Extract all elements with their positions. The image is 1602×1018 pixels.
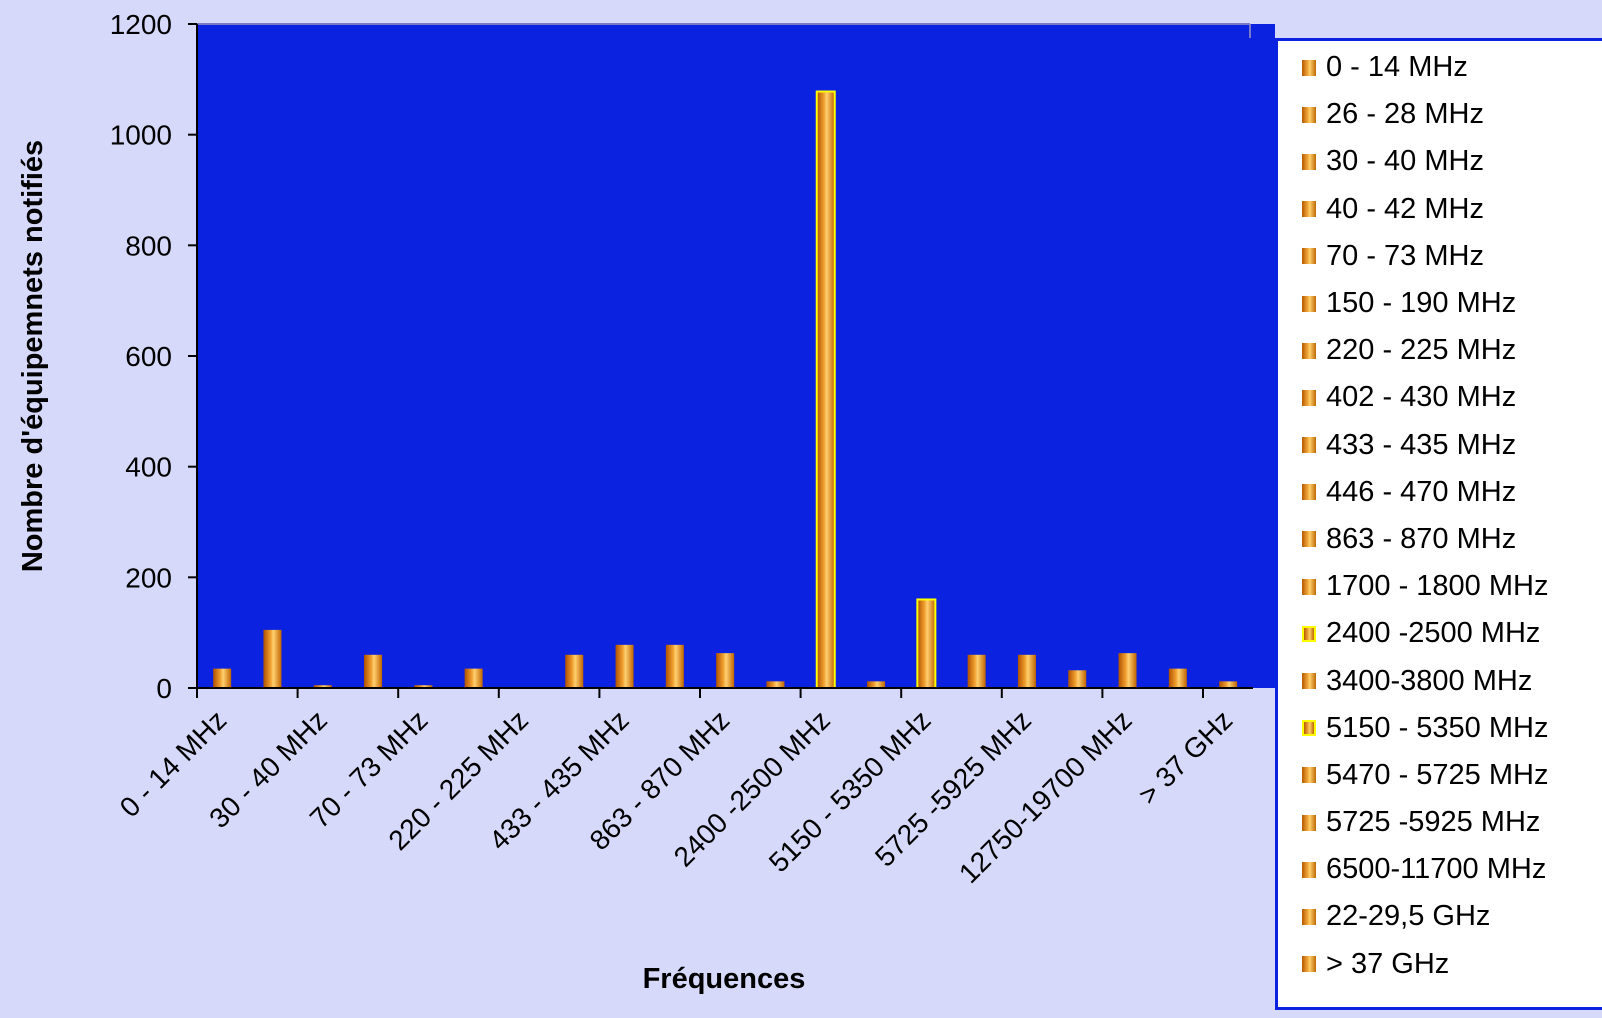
legend-label: 220 - 225 MHz: [1326, 334, 1517, 367]
legend-swatch: [1302, 531, 1316, 548]
x-tick-label: > 37 GHz: [1132, 704, 1238, 810]
y-tick-label: 0: [156, 673, 172, 704]
legend-swatch: [1302, 767, 1316, 784]
legend-item: 1700 - 1800 MHz: [1278, 563, 1602, 610]
bar: [263, 629, 282, 688]
legend-swatch: [1302, 956, 1316, 973]
legend-swatch: [1302, 201, 1316, 218]
bar: [414, 685, 433, 688]
bar: [313, 685, 332, 688]
legend-label: 70 - 73 MHz: [1326, 239, 1484, 272]
legend-label: 6500-11700 MHz: [1326, 853, 1547, 886]
legend-label: 402 - 430 MHz: [1326, 381, 1517, 414]
bar: [464, 668, 483, 688]
legend-swatch: [1302, 673, 1316, 690]
bar: [364, 654, 383, 688]
legend-label: 2400 -2500 MHz: [1326, 617, 1541, 650]
legend-label: 30 - 40 MHz: [1326, 145, 1484, 178]
legend-label: > 37 GHz: [1326, 947, 1450, 980]
legend-label: 40 - 42 MHz: [1326, 192, 1484, 225]
y-tick-label: 1000: [110, 120, 172, 151]
x-tick-label: 12750-19700 MHz: [953, 704, 1138, 889]
bar: [916, 598, 937, 690]
legend-item: 863 - 870 MHz: [1278, 516, 1602, 563]
bar: [1017, 654, 1036, 688]
legend-item: 6500-11700 MHz: [1278, 846, 1602, 893]
bar: [766, 681, 785, 688]
y-tick-label: 800: [125, 230, 172, 261]
legend-label: 5725 -5925 MHz: [1326, 806, 1541, 839]
bar: [1219, 681, 1238, 688]
legend-label: 0 - 14 MHz: [1326, 51, 1468, 84]
legend-item: 220 - 225 MHz: [1278, 327, 1602, 374]
bar: [1168, 668, 1187, 688]
bar: [867, 681, 886, 688]
legend-item: 0 - 14 MHz: [1278, 44, 1602, 91]
bar: [716, 653, 735, 688]
legend-swatch: [1302, 248, 1316, 265]
bar: [1118, 653, 1137, 688]
bar: [1068, 670, 1087, 688]
x-axis-title: Fréquences: [643, 963, 806, 995]
legend-label: 26 - 28 MHz: [1326, 98, 1484, 131]
legend-label: 22-29,5 GHz: [1326, 900, 1491, 933]
legend-item: 150 - 190 MHz: [1278, 280, 1602, 327]
legend-item: 5150 - 5350 MHz: [1278, 705, 1602, 752]
legend-swatch: [1302, 389, 1316, 406]
legend-swatch: [1302, 861, 1316, 878]
bar: [665, 644, 684, 688]
y-tick-label: 200: [125, 562, 172, 593]
bar: [565, 654, 584, 688]
legend-item: 22-29,5 GHz: [1278, 893, 1602, 940]
legend-swatch: [1302, 720, 1316, 737]
legend: 0 - 14 MHz 26 - 28 MHz 30 - 40 MHz 40 - 42 …: [1275, 38, 1602, 1010]
legend-label: 5470 - 5725 MHz: [1326, 758, 1549, 791]
legend-item: 402 - 430 MHz: [1278, 374, 1602, 421]
legend-label: 863 - 870 MHz: [1326, 522, 1517, 555]
legend-item: 5470 - 5725 MHz: [1278, 752, 1602, 799]
legend-label: 3400-3800 MHz: [1326, 664, 1533, 697]
legend-swatch: [1302, 908, 1316, 925]
y-tick-label: 600: [125, 341, 172, 372]
legend-swatch: [1302, 814, 1316, 831]
legend-item: 40 - 42 MHz: [1278, 186, 1602, 233]
legend-item: 2400 -2500 MHz: [1278, 610, 1602, 657]
legend-label: 446 - 470 MHz: [1326, 475, 1517, 508]
bar: [815, 90, 836, 690]
bar: [967, 654, 986, 688]
legend-item: 30 - 40 MHz: [1278, 138, 1602, 185]
legend-item: 433 - 435 MHz: [1278, 422, 1602, 469]
plot-area: [197, 24, 1275, 688]
legend-label: 1700 - 1800 MHz: [1326, 570, 1549, 603]
legend-swatch: [1302, 578, 1316, 595]
legend-item: 446 - 470 MHz: [1278, 469, 1602, 516]
legend-label: 150 - 190 MHz: [1326, 287, 1517, 320]
legend-swatch: [1302, 625, 1316, 642]
legend-swatch: [1302, 295, 1316, 312]
bar: [615, 644, 634, 688]
legend-label: 5150 - 5350 MHz: [1326, 711, 1549, 744]
y-axis-title: Nombre d'équipemnets notifiés: [17, 140, 49, 572]
legend-swatch: [1302, 59, 1316, 76]
y-tick-label: 400: [125, 452, 172, 483]
legend-label: 433 - 435 MHz: [1326, 428, 1517, 461]
legend-swatch: [1302, 342, 1316, 359]
legend-swatch: [1302, 437, 1316, 454]
legend-swatch: [1302, 106, 1316, 123]
bar: [213, 668, 232, 688]
legend-swatch: [1302, 484, 1316, 501]
legend-swatch: [1302, 153, 1316, 170]
y-tick-label: 1200: [110, 9, 172, 40]
legend-item: 70 - 73 MHz: [1278, 233, 1602, 280]
legend-item: > 37 GHz: [1278, 941, 1602, 988]
legend-item: 3400-3800 MHz: [1278, 657, 1602, 704]
legend-item: 5725 -5925 MHz: [1278, 799, 1602, 846]
legend-item: 26 - 28 MHz: [1278, 91, 1602, 138]
